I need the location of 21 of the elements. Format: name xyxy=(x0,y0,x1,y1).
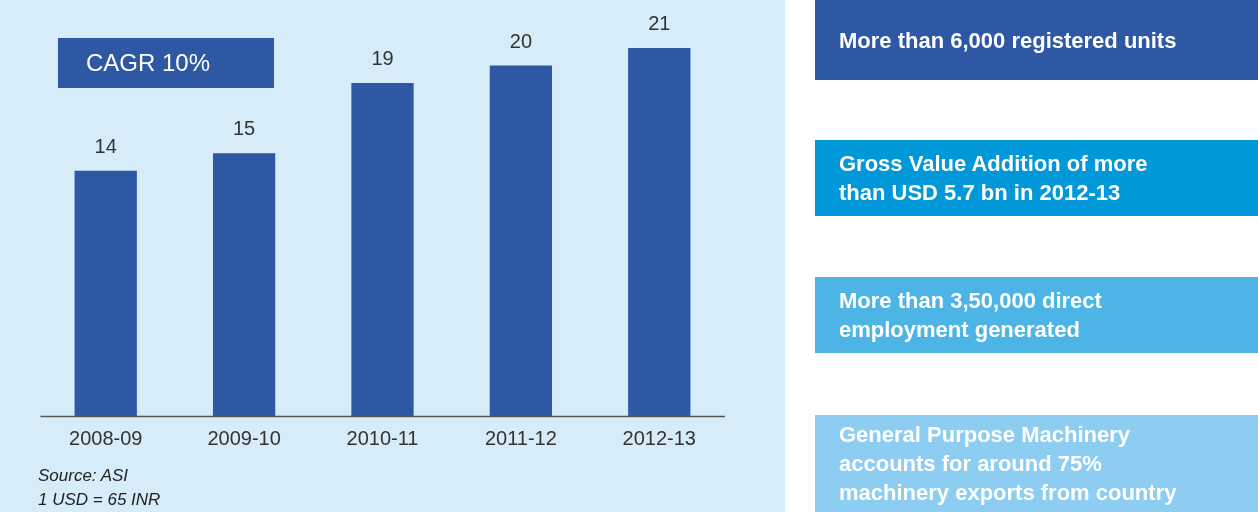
data-label: 21 xyxy=(648,12,671,34)
bar xyxy=(212,153,276,416)
text: 1 USD = 65 INR xyxy=(38,490,161,510)
source-note: Source: ASI xyxy=(38,466,129,486)
bar xyxy=(489,65,553,416)
data-label: 19 xyxy=(371,47,394,70)
x-tick-label: 2009-10 xyxy=(207,426,281,449)
text: More than 6,000 registered units xyxy=(839,26,1177,55)
text: General Purpose Machinery accounts for around 75% machinery exports from country xyxy=(839,421,1178,507)
data-label: 14 xyxy=(94,134,117,157)
data-label: 15 xyxy=(232,117,256,140)
x-tick-label: 2010-11 xyxy=(346,426,419,449)
data-label: 20 xyxy=(509,29,533,52)
x-tick-label: 2011-12 xyxy=(484,426,557,449)
x-tick-label: 2008-09 xyxy=(69,426,143,449)
x-tick-label: 2012-13 xyxy=(622,426,696,449)
bar xyxy=(628,48,691,416)
bar xyxy=(74,170,137,416)
text: More than 3,50,000 direct employment generated xyxy=(839,287,1103,344)
bar xyxy=(351,83,414,416)
text: Gross Value Addition of more than USD 5.7 bn in 2012-13 xyxy=(839,150,1149,207)
